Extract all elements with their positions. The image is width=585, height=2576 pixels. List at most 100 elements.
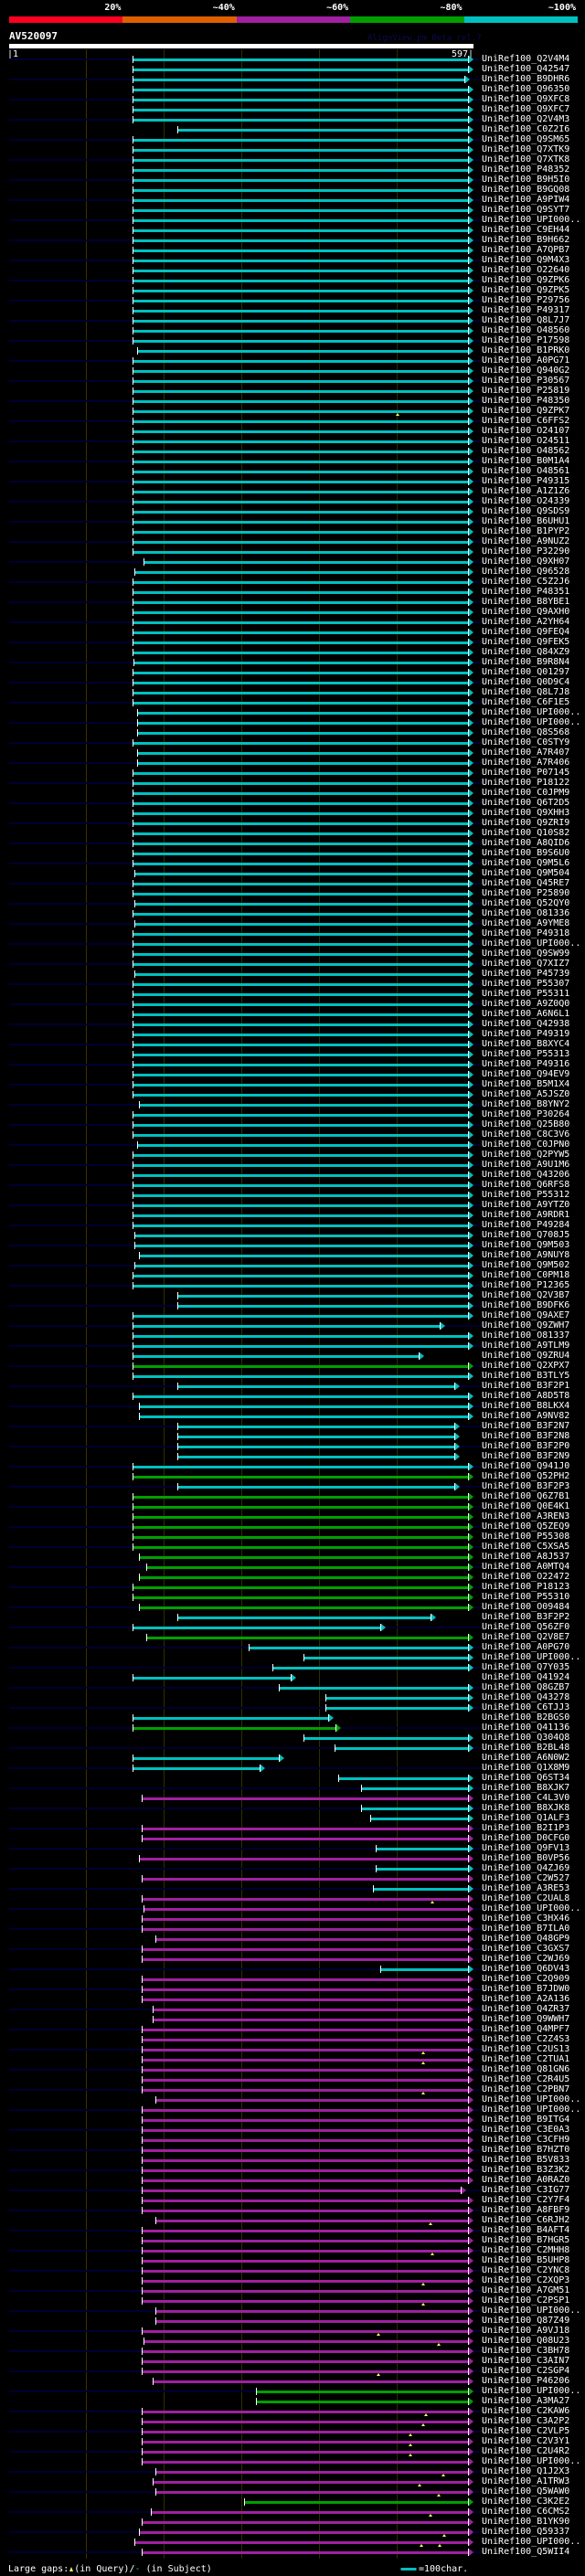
subject-label[interactable]: UniRef100_C2V3Y1 [482, 2436, 570, 2446]
subject-label[interactable]: UniRef100_Q6ST34 [482, 1773, 570, 1783]
alignment-bar[interactable] [133, 69, 468, 71]
alignment-bar[interactable] [133, 1546, 468, 1549]
alignment-bar[interactable] [133, 1516, 468, 1519]
alignment-bar[interactable] [133, 1345, 468, 1348]
subject-label[interactable]: UniRef100_C3AIN7 [482, 2356, 570, 2366]
alignment-bar[interactable] [133, 440, 468, 443]
subject-label[interactable]: UniRef100_Q52QY0 [482, 898, 570, 908]
alignment-bar[interactable] [176, 1486, 455, 1489]
subject-label[interactable]: UniRef100_C6F1E5 [482, 697, 570, 707]
alignment-bar[interactable] [133, 1094, 468, 1097]
alignment-bar[interactable] [142, 2200, 468, 2202]
alignment-bar[interactable] [335, 1747, 468, 1750]
alignment-bar[interactable] [137, 712, 468, 715]
alignment-bar[interactable] [133, 1757, 280, 1760]
subject-label[interactable]: UniRef100_Q94EV9 [482, 1069, 570, 1079]
subject-label[interactable]: UniRef100_Q9M4X3 [482, 255, 570, 265]
subject-label[interactable]: UniRef100_Q10S82 [482, 828, 570, 838]
alignment-bar[interactable] [133, 461, 468, 463]
subject-label[interactable]: UniRef100_A9RDR1 [482, 1210, 570, 1220]
alignment-bar[interactable] [133, 501, 468, 504]
subject-label[interactable]: UniRef100_C2KAW6 [482, 2406, 570, 2416]
alignment-bar[interactable] [133, 1627, 380, 1629]
alignment-bar[interactable] [133, 1184, 468, 1187]
alignment-bar[interactable] [133, 1365, 468, 1368]
subject-label[interactable]: UniRef100_B8YBE1 [482, 597, 570, 607]
alignment-bar[interactable] [379, 1968, 468, 1971]
alignment-bar[interactable] [133, 229, 468, 232]
alignment-bar[interactable] [133, 802, 468, 805]
subject-label[interactable]: UniRef100_Q7XTK9 [482, 144, 570, 154]
subject-label[interactable]: UniRef100_C3GXS7 [482, 1944, 570, 1954]
subject-label[interactable]: UniRef100_Q9XFC8 [482, 94, 570, 104]
alignment-bar[interactable] [133, 219, 468, 222]
subject-label[interactable]: UniRef100_P55307 [482, 979, 570, 989]
alignment-bar[interactable] [133, 481, 468, 483]
alignment-bar[interactable] [142, 2230, 468, 2232]
subject-label[interactable]: UniRef100_P25890 [482, 888, 570, 898]
subject-label[interactable]: UniRef100_P55311 [482, 989, 570, 999]
subject-label[interactable]: UniRef100_D0CFG0 [482, 1833, 570, 1843]
subject-label[interactable]: UniRef100_C0PM18 [482, 1270, 570, 1280]
alignment-bar[interactable] [133, 541, 468, 544]
alignment-bar[interactable] [145, 1566, 468, 1569]
subject-label[interactable]: UniRef100_UPI000.. [482, 2094, 581, 2104]
subject-label[interactable]: UniRef100_C3CFH9 [482, 2135, 570, 2145]
alignment-bar[interactable] [133, 1174, 468, 1177]
alignment-bar[interactable] [142, 2149, 468, 2152]
alignment-bar[interactable] [325, 1707, 468, 1710]
alignment-bar[interactable] [133, 360, 468, 363]
subject-label[interactable]: UniRef100_B9DHR6 [482, 74, 570, 84]
subject-label[interactable]: UniRef100_Q42938 [482, 1019, 570, 1029]
subject-label[interactable]: UniRef100_C2PBN7 [482, 2084, 570, 2094]
subject-label[interactable]: UniRef100_Q9XHH3 [482, 808, 570, 818]
alignment-bar[interactable] [133, 159, 468, 162]
alignment-bar[interactable] [133, 923, 468, 926]
alignment-bar[interactable] [337, 1777, 468, 1780]
subject-label[interactable]: UniRef100_Q81GN6 [482, 2064, 570, 2074]
subject-label[interactable]: UniRef100_P48352 [482, 164, 570, 175]
subject-label[interactable]: UniRef100_UPI000.. [482, 2306, 581, 2316]
alignment-bar[interactable] [133, 169, 468, 172]
subject-label[interactable]: UniRef100_C2YNC8 [482, 2265, 570, 2275]
alignment-bar[interactable] [133, 109, 468, 111]
subject-label[interactable]: UniRef100_UPI000.. [482, 215, 581, 225]
subject-label[interactable]: UniRef100_C2WJ69 [482, 1954, 570, 1964]
alignment-bar[interactable] [142, 2461, 468, 2464]
alignment-bar[interactable] [133, 621, 468, 624]
subject-label[interactable]: UniRef100_C2MHH8 [482, 2245, 570, 2255]
subject-label[interactable]: UniRef100_C2Q909 [482, 1974, 570, 1984]
subject-label[interactable]: UniRef100_Q96528 [482, 567, 570, 577]
subject-label[interactable]: UniRef100_C2Z4S3 [482, 2034, 570, 2044]
subject-label[interactable]: UniRef100_P18122 [482, 778, 570, 788]
subject-label[interactable]: UniRef100_Q08U23 [482, 2336, 570, 2346]
alignment-bar[interactable] [142, 2270, 468, 2273]
alignment-bar[interactable] [142, 2069, 468, 2072]
alignment-bar[interactable] [142, 2210, 468, 2212]
subject-label[interactable]: UniRef100_O48561 [482, 466, 570, 476]
alignment-bar[interactable] [133, 742, 468, 745]
subject-label[interactable]: UniRef100_A8QID6 [482, 838, 570, 848]
subject-label[interactable]: UniRef100_A0PG70 [482, 1642, 570, 1652]
subject-label[interactable]: UniRef100_A9VJ18 [482, 2326, 570, 2336]
alignment-bar[interactable] [133, 430, 468, 433]
subject-label[interactable]: UniRef100_Q2V3B7 [482, 1290, 570, 1300]
alignment-bar[interactable] [139, 1415, 468, 1418]
subject-label[interactable]: UniRef100_Q9SW99 [482, 949, 570, 959]
subject-label[interactable]: UniRef100_P25819 [482, 386, 570, 396]
alignment-bar[interactable] [133, 1114, 468, 1117]
alignment-bar[interactable] [142, 2109, 468, 2112]
subject-label[interactable]: UniRef100_C2UAL8 [482, 1893, 570, 1903]
subject-label[interactable]: UniRef100_Q9XH07 [482, 557, 570, 567]
subject-label[interactable]: UniRef100_P49319 [482, 1029, 570, 1039]
subject-label[interactable]: UniRef100_B8YNY2 [482, 1099, 570, 1109]
subject-label[interactable]: UniRef100_A3MA27 [482, 2396, 570, 2406]
alignment-bar[interactable] [303, 1737, 468, 1740]
alignment-bar[interactable] [133, 58, 468, 61]
subject-label[interactable]: UniRef100_A9PIW4 [482, 195, 570, 205]
subject-label[interactable]: UniRef100_C3E0A3 [482, 2125, 570, 2135]
alignment-bar[interactable] [142, 2521, 468, 2524]
alignment-bar[interactable] [176, 1456, 455, 1458]
subject-label[interactable]: UniRef100_UPI000.. [482, 938, 581, 949]
subject-label[interactable]: UniRef100_A9U1M6 [482, 1160, 570, 1170]
